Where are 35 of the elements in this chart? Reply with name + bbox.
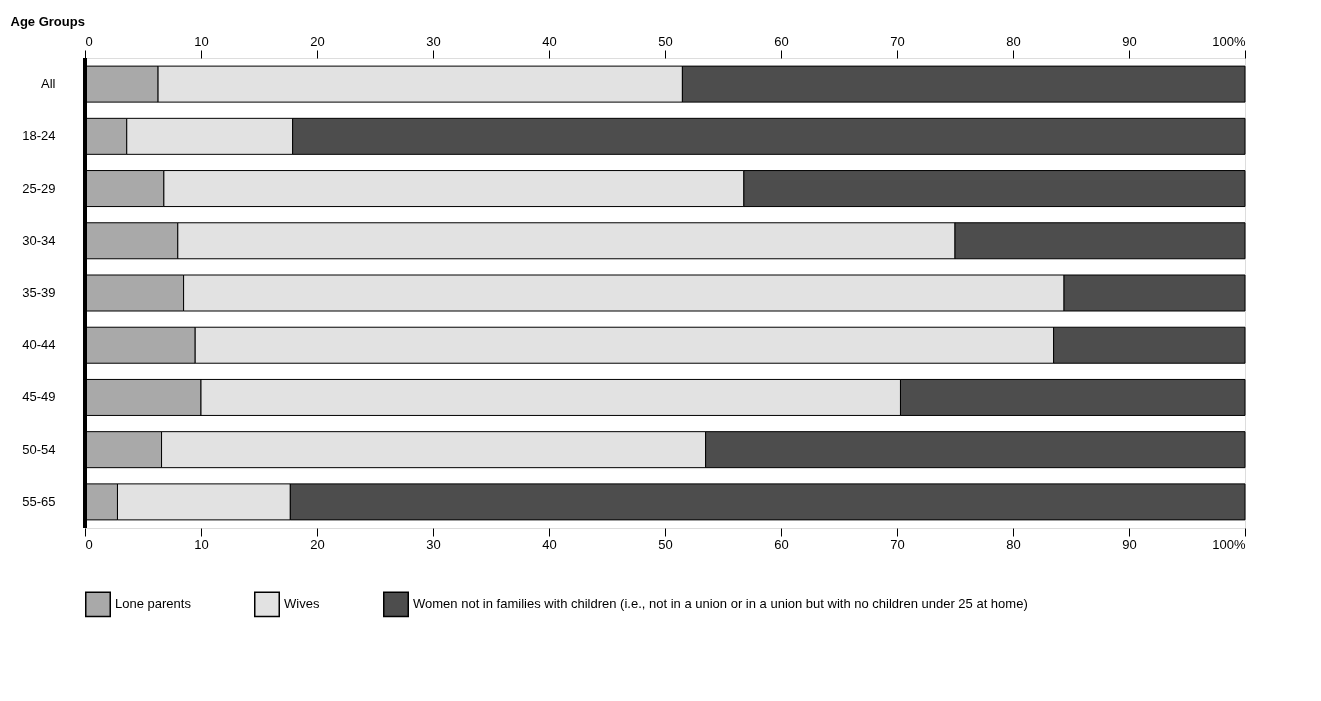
y-tick-label: 55-65 xyxy=(22,493,56,509)
x2-tick-label: 30 xyxy=(426,33,441,49)
x-tick-label: 70 xyxy=(890,536,905,552)
x2-tick-label: 70 xyxy=(890,33,905,49)
x-tick-label: 100% xyxy=(1212,536,1246,552)
x-tick-label: 90 xyxy=(1122,536,1137,552)
x2-tick-label: 10 xyxy=(194,33,209,49)
x-tick-label: 40 xyxy=(542,536,557,552)
x-tick-label: 50 xyxy=(658,536,673,552)
x2-tick-label: 60 xyxy=(774,33,789,49)
x-tick-label: 60 xyxy=(774,536,789,552)
x2-tick-label: 40 xyxy=(542,33,557,49)
x2-tick-label: 90 xyxy=(1122,33,1137,49)
x-tick-label: 80 xyxy=(1006,536,1021,552)
y-tick-label: All xyxy=(41,76,56,92)
y-axis-title: Age Groups xyxy=(10,13,85,29)
y-tick-label: 40-44 xyxy=(22,337,56,353)
y-tick-label: 50-54 xyxy=(22,441,56,457)
x2-tick-label: 100% xyxy=(1212,33,1246,49)
x-tick-label: 0 xyxy=(85,536,93,552)
y-tick-label: 25-29 xyxy=(22,180,56,196)
x2-tick-label: 80 xyxy=(1006,33,1021,49)
x-tick-label: 30 xyxy=(426,536,441,552)
legend-label: Wives xyxy=(284,596,320,612)
x-tick-label: 10 xyxy=(194,536,209,552)
y-tick-label: 30-34 xyxy=(22,232,56,248)
legend-label: Women not in families with children (i.e., not in a union or in a union but with no children under 25 at home) xyxy=(413,596,1028,612)
x-tick-label: 20 xyxy=(310,536,325,552)
x2-tick-label: 50 xyxy=(658,33,673,49)
x2-tick-label: 20 xyxy=(310,33,325,49)
y-tick-label: 18-24 xyxy=(22,128,56,144)
y-tick-label: 45-49 xyxy=(22,389,56,405)
y-tick-label: 35-39 xyxy=(22,285,56,300)
x2-tick-label: 0 xyxy=(85,33,93,49)
legend-label: Lone parents xyxy=(115,596,192,612)
